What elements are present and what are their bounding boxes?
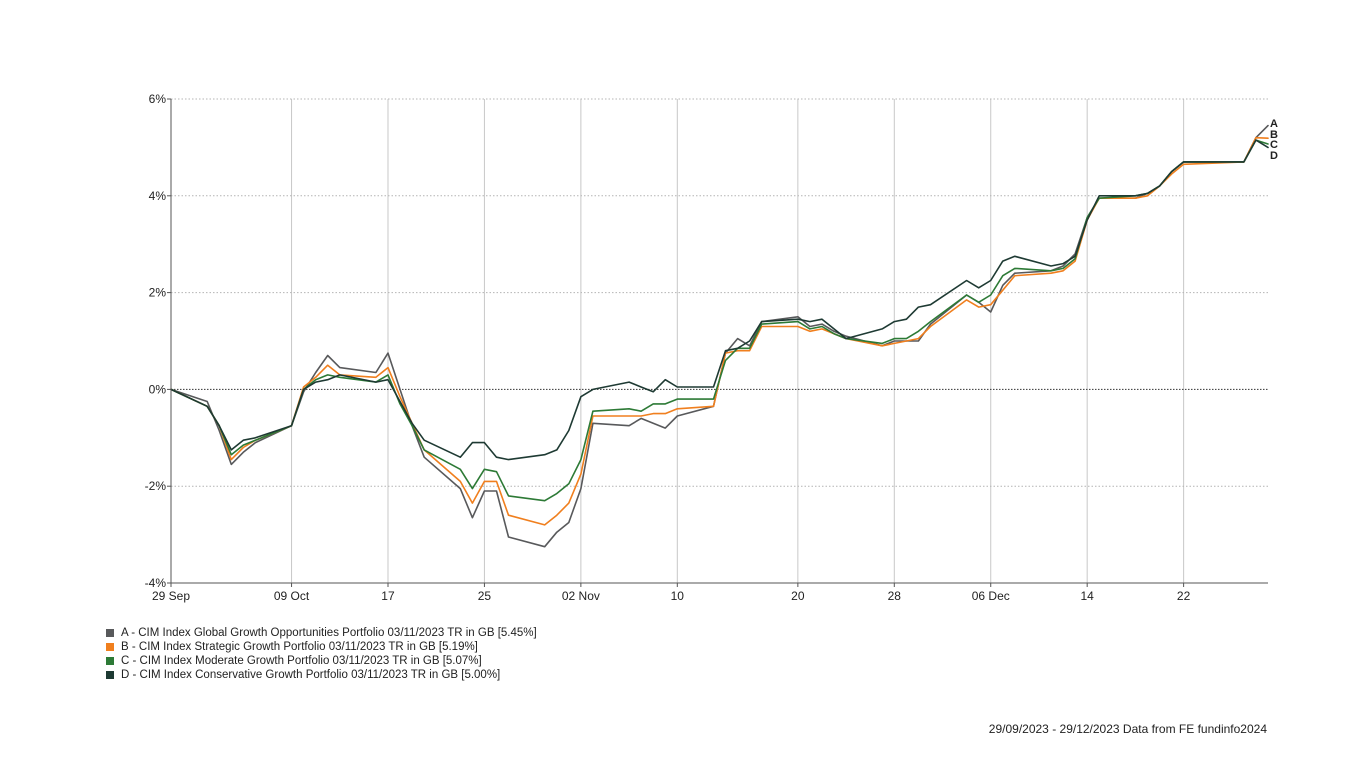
x-tick-label: 25 xyxy=(478,589,492,603)
legend-swatch-c xyxy=(106,657,114,665)
x-tick-label: 17 xyxy=(381,589,395,603)
x-tick-label: 29 Sep xyxy=(152,589,190,603)
x-tick-label: 02 Nov xyxy=(562,589,600,603)
y-tick-label: 2% xyxy=(149,286,167,300)
legend-swatch-d xyxy=(106,671,114,679)
y-tick-label: 6% xyxy=(149,92,167,106)
x-tick-label: 09 Oct xyxy=(274,589,310,603)
x-tick-label: 10 xyxy=(671,589,685,603)
legend-swatch-b xyxy=(106,643,114,651)
legend-label-a: A - CIM Index Global Growth Opportunitie… xyxy=(121,627,537,639)
x-tick-label: 28 xyxy=(888,589,902,603)
series-end-label-c: C xyxy=(1270,139,1278,151)
x-tick-label: 20 xyxy=(791,589,805,603)
y-tick-label: -2% xyxy=(145,479,167,493)
legend-item-c: C - CIM Index Moderate Growth Portfolio … xyxy=(106,654,537,668)
series-end-label-a: A xyxy=(1270,118,1278,130)
legend-label-c: C - CIM Index Moderate Growth Portfolio … xyxy=(121,655,482,667)
legend-swatch-a xyxy=(106,629,114,637)
series-line-a xyxy=(170,124,1269,548)
y-tick-label: 4% xyxy=(149,189,167,203)
data-source-footer: 29/09/2023 - 29/12/2023 Data from FE fun… xyxy=(988,722,1267,736)
chart-grid xyxy=(171,98,1268,583)
legend-label-d: D - CIM Index Conservative Growth Portfo… xyxy=(121,669,501,681)
series-line-d xyxy=(170,139,1269,461)
x-tick-label: 06 Dec xyxy=(972,589,1010,603)
legend-item-a: A - CIM Index Global Growth Opportunitie… xyxy=(106,626,537,640)
x-tick-label: 22 xyxy=(1177,589,1191,603)
series-line-c xyxy=(170,139,1269,502)
series-end-label-b: B xyxy=(1270,129,1278,141)
chart-legend: A - CIM Index Global Growth Opportunitie… xyxy=(106,626,537,682)
legend-item-b: B - CIM Index Strategic Growth Portfolio… xyxy=(106,640,537,654)
x-tick-label: 14 xyxy=(1080,589,1094,603)
series-end-label-d: D xyxy=(1270,150,1278,162)
legend-label-b: B - CIM Index Strategic Growth Portfolio… xyxy=(121,641,478,653)
y-tick-label: 0% xyxy=(149,382,167,396)
chart-axes: -4% -2% 0% 2% 4% 6% 29 Sep 09 Oct 17 25 02 Nov 10 20… xyxy=(145,92,1268,603)
chart-series xyxy=(170,124,1269,548)
legend-item-d: D - CIM Index Conservative Growth Portfo… xyxy=(106,668,537,682)
y-tick-label: -4% xyxy=(145,576,167,590)
